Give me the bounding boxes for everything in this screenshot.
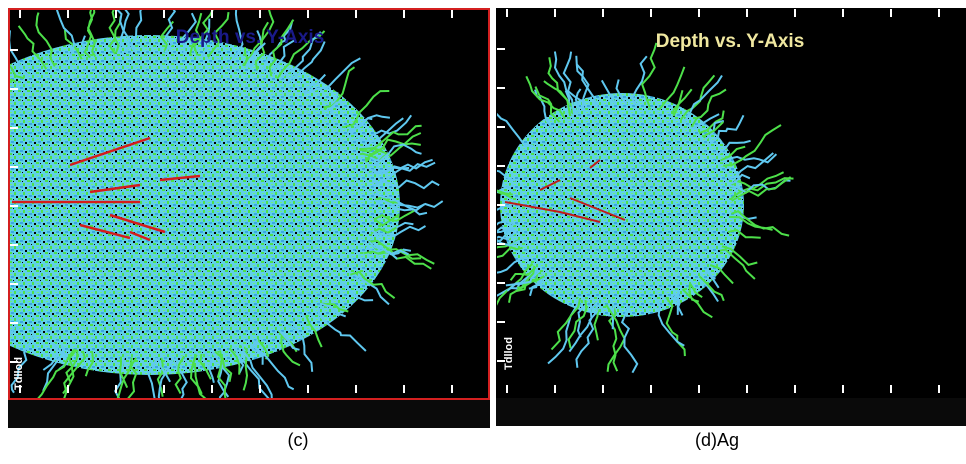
panel-right: Depth vs. Y-Axis Tdllod [446,8,966,426]
branch [678,292,679,315]
branch [0,321,3,368]
caption: (c) [288,430,309,450]
panel-title: Depth vs. Y-Axis [176,27,325,48]
panel-strip [8,398,490,428]
caption: (d)Ag [695,430,739,450]
panel-title: Depth vs. Y-Axis [656,31,805,52]
branch [0,58,2,89]
panel-strip [496,398,966,426]
branch [0,53,1,90]
axis-label: Tdllod [503,337,515,370]
panel-left: Depth vs. Y-Axis Tdllod [0,0,490,428]
figure: Depth vs. Y-Axis Tdllod Depth vs. Y-Axis… [0,0,966,464]
